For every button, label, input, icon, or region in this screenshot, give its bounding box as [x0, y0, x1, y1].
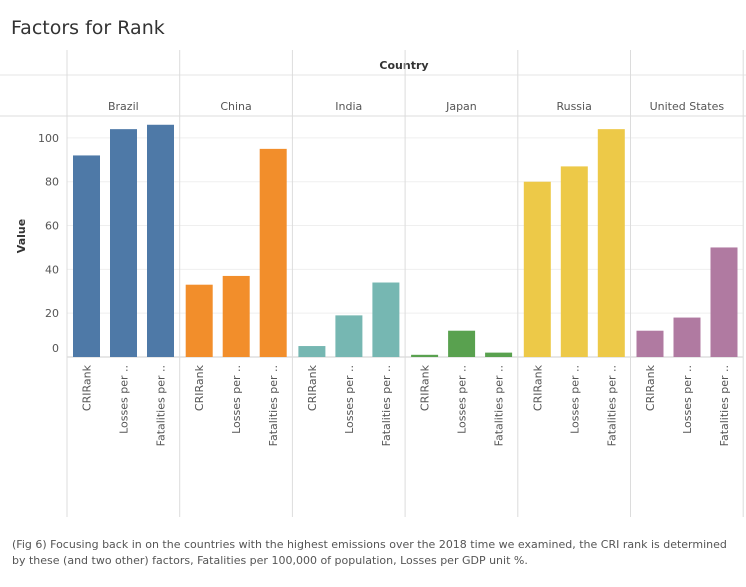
- x-tick-label: Fatalities per ..: [718, 365, 731, 446]
- y-tick-label: 80: [45, 176, 59, 189]
- x-tick-label: CRIRank: [531, 364, 544, 411]
- x-tick-label: Losses per ..: [230, 365, 243, 434]
- x-tick-label: CRIRank: [419, 364, 432, 411]
- x-tick-label: Losses per ..: [456, 365, 469, 434]
- bar: [335, 315, 363, 357]
- bar: [523, 181, 551, 357]
- bar: [259, 148, 287, 357]
- facet-header-india: India: [335, 100, 362, 113]
- y-axis-label: Value: [15, 219, 28, 253]
- y-tick-label: 0: [52, 342, 59, 355]
- x-tick-label: CRIRank: [306, 364, 319, 411]
- x-tick-label: Fatalities per ..: [267, 365, 280, 446]
- bar: [448, 330, 476, 357]
- bar: [185, 284, 213, 357]
- y-tick-label: 20: [45, 307, 59, 320]
- y-tick-label: 40: [45, 263, 59, 276]
- facet-header-china: China: [220, 100, 251, 113]
- chart-title: Factors for Rank: [11, 17, 165, 39]
- x-tick-label: CRIRank: [193, 364, 206, 411]
- bar: [597, 129, 625, 357]
- bar: [222, 275, 250, 357]
- x-tick-label: Fatalities per ..: [605, 365, 618, 446]
- x-tick-label: CRIRank: [81, 364, 94, 411]
- bar: [636, 330, 664, 357]
- bar: [110, 129, 137, 357]
- x-tick-label: Fatalities per ..: [155, 365, 168, 446]
- figure-caption: (Fig 6) Focusing back in on the countrie…: [12, 538, 727, 567]
- bar: [73, 155, 100, 357]
- bar: [485, 352, 513, 357]
- bar: [298, 346, 326, 357]
- x-tick-label: CRIRank: [644, 364, 657, 411]
- bar: [710, 247, 738, 357]
- facet-header-united-states: United States: [650, 100, 725, 113]
- x-tick-label: Fatalities per ..: [380, 365, 393, 446]
- facet-header-russia: Russia: [556, 100, 591, 113]
- bar: [673, 317, 701, 357]
- facet-header-japan: Japan: [445, 100, 477, 113]
- facet-header-brazil: Brazil: [108, 100, 139, 113]
- y-tick-label: 100: [38, 132, 59, 145]
- x-tick-label: Fatalities per ..: [493, 365, 506, 446]
- bar: [147, 124, 174, 357]
- x-tick-label: Losses per ..: [118, 365, 131, 434]
- bar: [372, 282, 400, 357]
- bar: [411, 354, 439, 357]
- x-tick-label: Losses per ..: [343, 365, 356, 434]
- bar: [560, 166, 588, 357]
- facet-panels: Brazil CRIRank Losses per .. Fatalities per…: [66, 50, 744, 517]
- column-header: Country: [379, 59, 428, 72]
- x-tick-label: Losses per ..: [681, 365, 694, 434]
- y-tick-label: 60: [45, 220, 59, 233]
- y-axis: 0 20 40 60 80 100: [38, 132, 59, 355]
- x-tick-label: Losses per ..: [568, 365, 581, 434]
